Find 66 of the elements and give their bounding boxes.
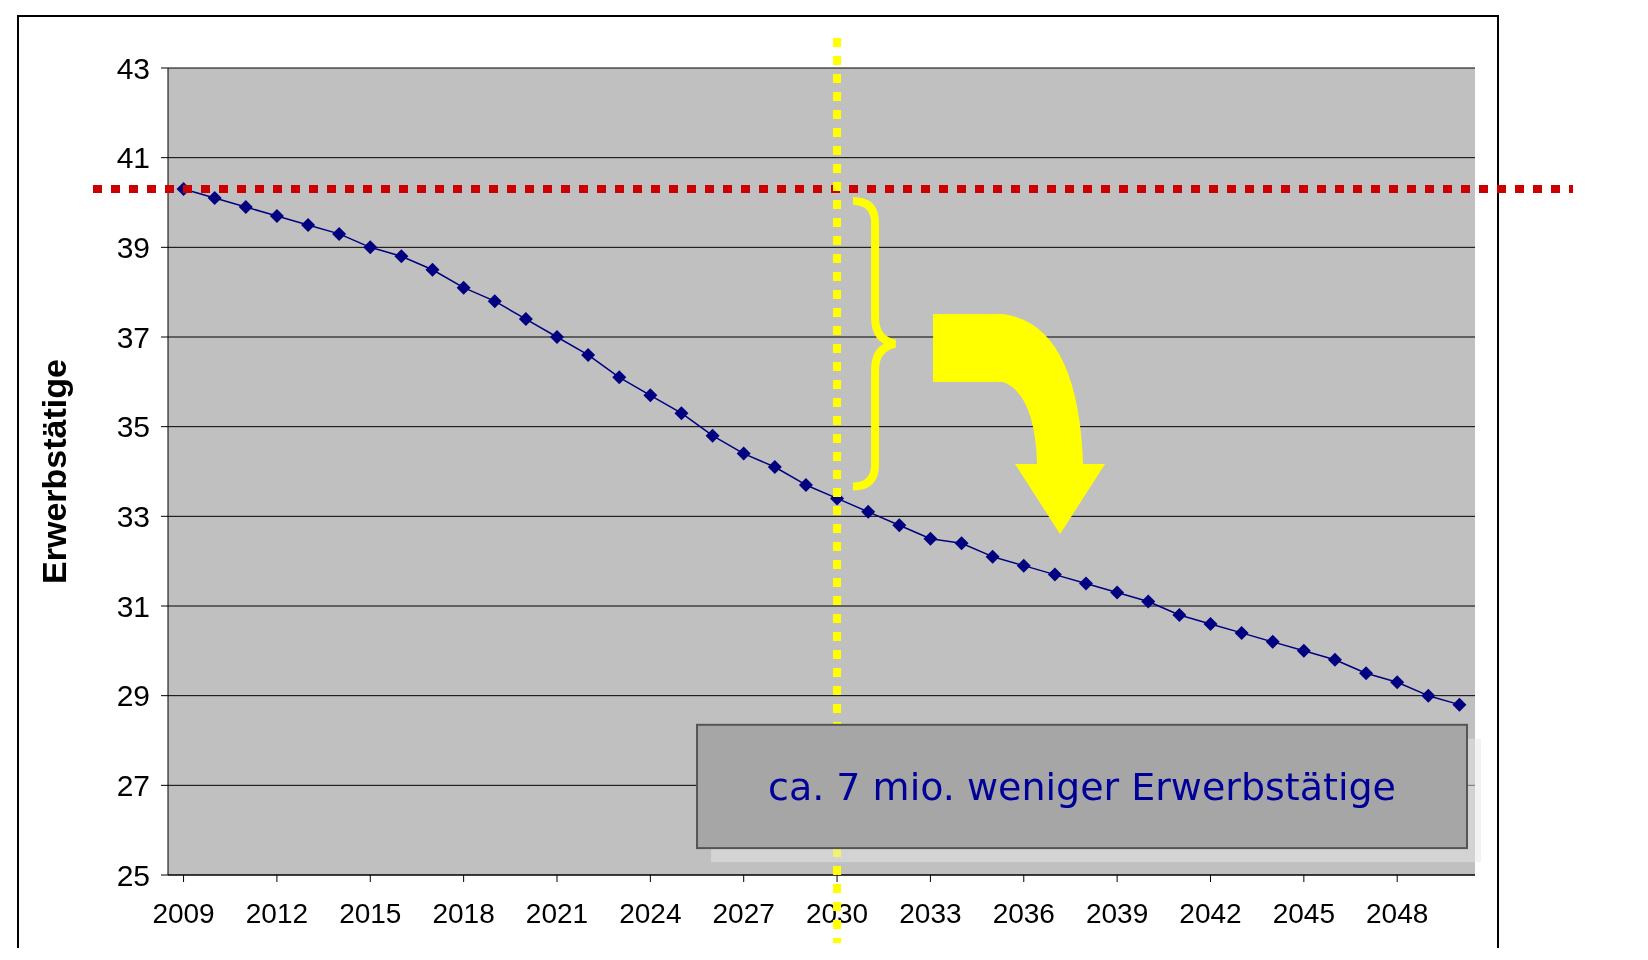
y-tick-label: 43 — [116, 51, 150, 85]
point — [923, 531, 938, 546]
point — [1327, 652, 1342, 667]
point — [705, 428, 720, 443]
y-tick-label: 41 — [116, 141, 150, 175]
x-tick-label: 2021 — [525, 898, 589, 929]
y-tick-label: 29 — [116, 679, 150, 713]
x-tick-label: 2018 — [432, 898, 495, 929]
x-tick-label: 2009 — [152, 898, 215, 929]
y-tick-label: 25 — [116, 858, 150, 892]
y-tick-label: 31 — [116, 589, 150, 623]
point — [394, 249, 409, 264]
x-tick-label: 2030 — [805, 898, 869, 929]
point — [1172, 607, 1187, 622]
point — [643, 388, 658, 403]
y-axis-title: Erwerbstätige — [35, 359, 73, 584]
x-tick-label: 2027 — [712, 898, 775, 929]
point — [736, 446, 751, 461]
x-tick-label: 2048 — [1366, 898, 1429, 929]
annotation: ca. 7 mio. weniger Erwerbstätige — [768, 764, 1396, 809]
point — [581, 347, 596, 362]
point — [332, 226, 347, 241]
point — [1390, 675, 1405, 690]
point — [1016, 558, 1031, 573]
x-tick-label: 2042 — [1179, 898, 1242, 929]
x-tick-label: 2039 — [1085, 898, 1149, 929]
point — [238, 199, 253, 214]
point — [1452, 697, 1467, 712]
point — [767, 460, 782, 475]
x-tick-label: 2024 — [619, 898, 682, 929]
point — [985, 549, 1000, 564]
point — [1421, 688, 1436, 703]
point — [1047, 567, 1062, 582]
point — [1234, 625, 1249, 640]
point — [1265, 634, 1280, 649]
y-tick-label: 35 — [116, 410, 150, 444]
point — [456, 280, 471, 295]
x-tick-label: 2015 — [339, 898, 402, 929]
point — [861, 504, 876, 519]
point — [1110, 585, 1125, 600]
x-tick-label: 2036 — [992, 898, 1055, 929]
point — [301, 217, 316, 232]
point — [1203, 616, 1218, 631]
point — [425, 262, 440, 277]
point — [954, 536, 969, 551]
point — [269, 208, 284, 223]
x-tick-label: 2045 — [1272, 898, 1335, 929]
point — [892, 518, 907, 533]
point — [1359, 666, 1374, 681]
point — [207, 191, 222, 206]
y-tick-label: 39 — [116, 230, 150, 264]
point — [518, 312, 533, 327]
x-tick-label: 2033 — [899, 898, 962, 929]
point — [674, 406, 689, 421]
x-tick-label: 2012 — [245, 898, 309, 929]
y-tick-label: 27 — [116, 768, 150, 802]
point — [1141, 594, 1156, 609]
point — [487, 294, 502, 309]
point — [1296, 643, 1311, 658]
point — [363, 240, 378, 255]
point — [1079, 576, 1094, 591]
y-tick-label: 33 — [116, 499, 150, 533]
point — [549, 330, 564, 344]
y-tick-label: 37 — [116, 320, 150, 354]
point — [612, 370, 627, 385]
point — [798, 477, 813, 492]
